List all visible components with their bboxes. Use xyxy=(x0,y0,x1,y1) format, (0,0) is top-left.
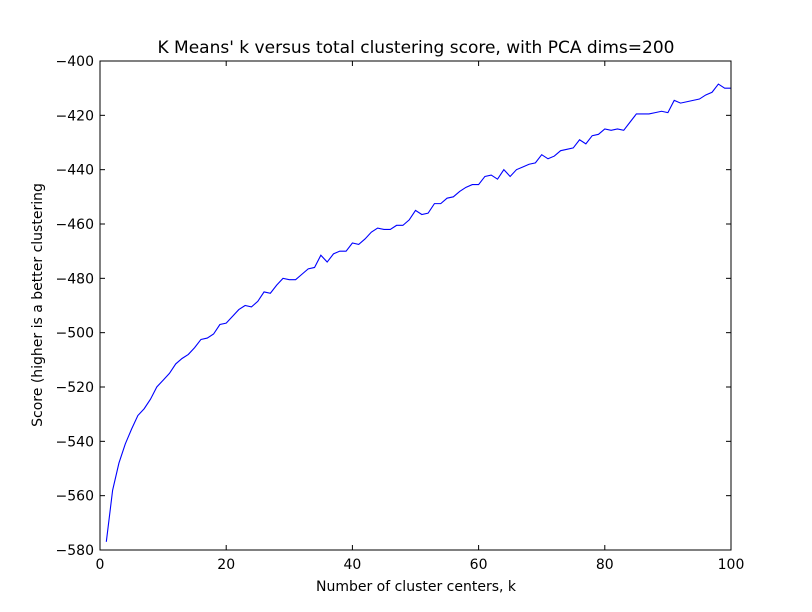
y-tick-label--500: −500 xyxy=(56,326,94,342)
plot-area: 0 20 40 60 80 100 −580 −560 −540 −520 −500 −480 −460… xyxy=(56,54,745,573)
chart-title: K Means' k versus total clustering score… xyxy=(158,38,675,58)
y-axis-label: Score (higher is a better clustering xyxy=(30,183,46,427)
y-tick-label--560: −560 xyxy=(56,489,94,505)
y-tick-label--400: −400 xyxy=(56,54,94,70)
x-tick-label-60: 60 xyxy=(470,557,488,573)
y-tick-label--480: −480 xyxy=(56,271,94,287)
x-tick-label-20: 20 xyxy=(217,557,235,573)
y-tick-label--580: −580 xyxy=(56,543,94,559)
y-tick-label--540: −540 xyxy=(56,434,94,450)
plot-frame xyxy=(99,60,732,551)
x-tick-label-0: 0 xyxy=(96,557,105,573)
y-tick-label--460: −460 xyxy=(56,217,94,233)
x-tick-label-40: 40 xyxy=(343,557,361,573)
x-axis-label: Number of cluster centers, k xyxy=(316,579,517,595)
x-tick-label-100: 100 xyxy=(718,557,745,573)
y-tick-label--520: −520 xyxy=(56,380,94,396)
y-tick-label--440: −440 xyxy=(56,163,94,179)
y-tick-label--420: −420 xyxy=(56,108,94,124)
series-line-0 xyxy=(105,83,731,542)
x-tick-label-80: 80 xyxy=(596,557,614,573)
